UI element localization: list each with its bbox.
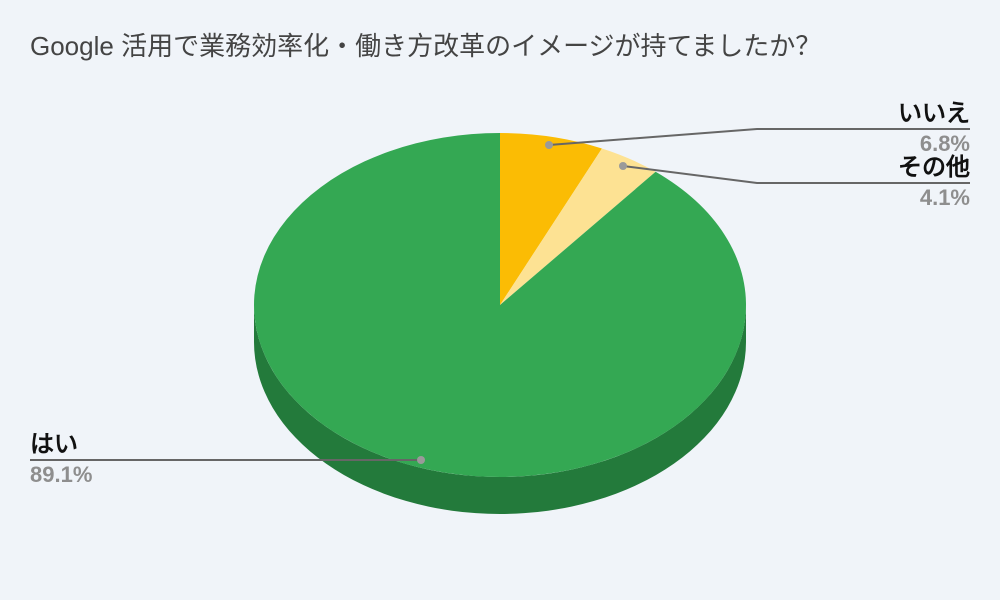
leader-line-0 — [548, 128, 970, 146]
slice-label-2: はい — [30, 431, 78, 458]
chart-title: Google 活用で業務効率化・働き方改革のイメージが持てましたか？ — [30, 31, 822, 61]
slice-percent-2: 89.1% — [30, 462, 92, 487]
slice-label-0: いいえ — [898, 100, 970, 127]
pie-slice-0 — [500, 133, 602, 305]
pie-slice-2 — [254, 133, 747, 477]
leader-line-1 — [622, 165, 970, 184]
pie-slice-1 — [500, 148, 656, 305]
pie-side — [254, 305, 746, 514]
slice-percent-0: 6.8% — [920, 131, 970, 156]
slice-percent-1: 4.1% — [920, 185, 970, 210]
leader-dot-2 — [417, 456, 425, 464]
leader-dot-1 — [619, 162, 627, 170]
slice-label-1: その他 — [898, 154, 970, 181]
leader-dot-0 — [545, 141, 553, 149]
